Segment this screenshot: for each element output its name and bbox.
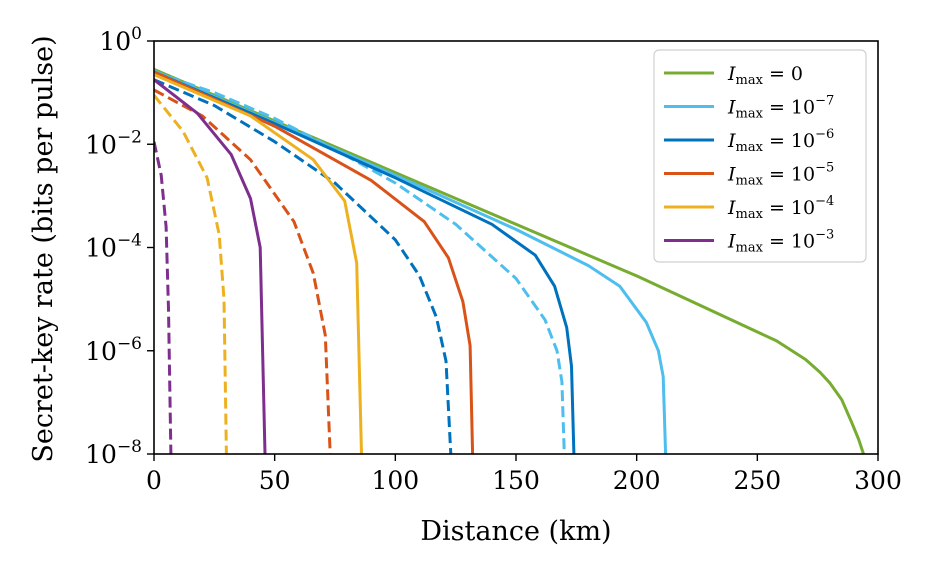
series-line-8-dashed <box>154 94 228 454</box>
y-tick-label: 10−4 <box>85 231 142 263</box>
y-tick-label: 10−8 <box>85 437 142 469</box>
series-line-5-solid <box>154 70 475 454</box>
x-axis-label: Distance (km) <box>420 516 611 547</box>
y-axis-label: Secret-key rate (bits per pulse) <box>28 35 59 462</box>
legend-label: Imax = 10−7 <box>727 94 834 122</box>
legend-label: Imax = 10−5 <box>727 161 834 189</box>
series-line-4-dashed <box>154 78 453 454</box>
legend-label: Imax = 0 <box>727 63 803 88</box>
legend-label: Imax = 10−4 <box>727 194 834 222</box>
x-tick-label: 50 <box>259 466 291 495</box>
series-line-7-solid <box>154 73 363 454</box>
y-tick-label: 10−2 <box>85 127 142 159</box>
legend-box <box>653 49 867 263</box>
legend-label: Imax = 10−6 <box>727 127 834 155</box>
x-tick-label: 0 <box>146 466 162 495</box>
series-line-3-solid <box>154 70 576 454</box>
series-line-10-dashed <box>154 141 173 454</box>
x-tick-label: 250 <box>733 466 781 495</box>
x-tick-label: 300 <box>854 466 902 495</box>
series-line-6-dashed <box>154 88 332 454</box>
series-line-2-dashed <box>154 70 566 454</box>
series-line-0-solid <box>154 68 865 454</box>
tick-layer: 0 50 100 150 200 250 300 100 10−2 10−4 10−6 10−8 <box>85 24 902 495</box>
x-tick-label: 150 <box>492 466 540 495</box>
x-tick-label: 100 <box>371 466 419 495</box>
legend-label: Imax = 10−3 <box>727 228 834 256</box>
series-line-9-solid <box>154 78 267 454</box>
series-layer <box>154 68 865 454</box>
y-tick-label: 10−6 <box>85 334 142 366</box>
x-tick-label: 200 <box>613 466 661 495</box>
legend: Imax = 0 Imax = 10−7 Imax = 10−6 Imax = 10−… <box>653 49 867 263</box>
axes-frame <box>153 40 879 455</box>
y-tick-label: 100 <box>99 24 142 56</box>
